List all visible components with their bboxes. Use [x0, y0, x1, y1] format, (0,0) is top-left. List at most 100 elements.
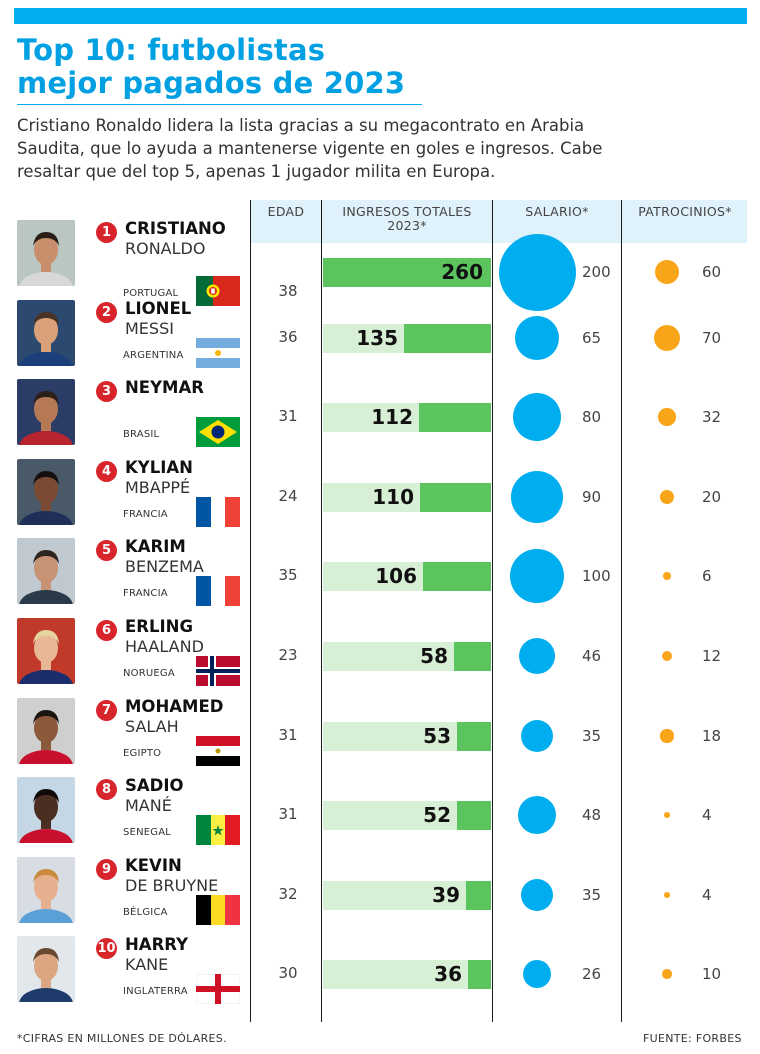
age-value: 24 [278, 487, 298, 505]
salary-circle [518, 637, 556, 675]
column-header-income-line2: 2023* [387, 218, 427, 233]
rank-badge: 6 [96, 620, 117, 641]
sponsors-value: 4 [702, 886, 712, 904]
country-flag [196, 656, 240, 686]
income-value: 52 [423, 803, 451, 827]
rank-badge: 3 [96, 381, 117, 402]
player-country: NORUEGA [123, 668, 175, 679]
table-row: 3 NEYMAR BRASIL 31 112 80 32 [0, 375, 760, 455]
rank-badge: 7 [96, 700, 117, 721]
age-value: 31 [278, 726, 298, 744]
table-row: 1 CRISTIANO RONALDO PORTUGAL 38 260 200 60 [0, 216, 760, 311]
age-value: 35 [278, 566, 298, 584]
intro-text: Cristiano Ronaldo lidera la lista gracia… [17, 116, 603, 181]
player-first-name: CRISTIANO [125, 219, 226, 238]
age-value: 31 [278, 407, 298, 425]
salary-circle [515, 316, 559, 360]
age-value: 31 [278, 805, 298, 823]
table-row: 6 ERLING HAALAND NORUEGA 23 58 46 12 [0, 614, 760, 694]
column-header-salary: SALARIO* [525, 204, 589, 219]
salary-circle [520, 719, 554, 753]
player-first-name: LIONEL [125, 299, 192, 318]
table-row: 2 LIONEL MESSI ARGENTINA 36 135 65 70 [0, 296, 760, 376]
player-last-name: MANÉ [125, 796, 172, 815]
rank-badge: 2 [96, 302, 117, 323]
salary-value: 100 [582, 567, 611, 585]
salary-circle [511, 471, 563, 523]
income-value: 58 [420, 644, 448, 668]
income-bar-track [323, 960, 491, 989]
sponsors-circle [663, 572, 671, 580]
player-first-name: KEVIN [125, 856, 182, 875]
rank-badge: 10 [96, 938, 117, 959]
sponsors-circle [663, 811, 671, 819]
income-value: 112 [371, 405, 413, 429]
column-divider [250, 200, 251, 1022]
player-country: FRANCIA [123, 588, 168, 599]
country-flag [196, 338, 240, 368]
sponsors-value: 10 [702, 965, 722, 983]
income-value: 39 [432, 883, 460, 907]
salary-circle [518, 796, 556, 834]
age-value: 23 [278, 646, 298, 664]
income-bar [423, 562, 491, 591]
player-photo [17, 538, 75, 604]
income-value: 260 [441, 260, 483, 284]
player-photo [17, 220, 75, 286]
country-flag [196, 974, 240, 1004]
title-underline [17, 104, 422, 105]
table-row: 8 SADIO MANÉ SENEGAL 31 52 48 4 [0, 773, 760, 853]
salary-circle [509, 548, 565, 604]
player-country: FRANCIA [123, 509, 168, 520]
income-bar [323, 258, 491, 287]
footnote: *CIFRAS EN MILLONES DE DÓLARES. [17, 1032, 227, 1045]
player-country: SENEGAL [123, 827, 172, 838]
income-value: 135 [356, 326, 398, 350]
age-value: 32 [278, 885, 298, 903]
income-value: 110 [372, 485, 414, 509]
salary-value: 35 [582, 727, 602, 745]
player-photo [17, 379, 75, 445]
salary-value: 65 [582, 329, 602, 347]
player-country: ARGENTINA [123, 350, 184, 361]
income-bar [404, 324, 491, 353]
salary-value: 26 [582, 965, 602, 983]
title-line-1: Top 10: futbolistas [17, 33, 326, 67]
column-divider [621, 200, 622, 1022]
column-header-band [251, 200, 747, 243]
age-value: 36 [278, 328, 298, 346]
column-header-sponsors: PATROCINIOS* [638, 204, 732, 219]
player-photo [17, 936, 75, 1002]
country-flag [196, 576, 240, 606]
sponsors-value: 18 [702, 727, 722, 745]
player-photo [17, 777, 75, 843]
sponsors-circle [660, 490, 674, 504]
player-last-name: SALAH [125, 717, 179, 736]
salary-circle [523, 960, 551, 988]
player-country: EGIPTO [123, 748, 162, 759]
country-flag [196, 417, 240, 447]
sponsors-circle [654, 325, 680, 351]
income-value: 53 [423, 724, 451, 748]
country-flag [196, 895, 240, 925]
salary-value: 200 [582, 263, 611, 281]
sponsors-value: 4 [702, 806, 712, 824]
player-last-name: DE BRUYNE [125, 876, 219, 895]
player-last-name: HAALAND [125, 637, 204, 656]
sponsors-value: 20 [702, 488, 722, 506]
table-row: 7 MOHAMED SALAH EGIPTO 31 53 35 18 [0, 694, 760, 774]
player-first-name: KYLIAN [125, 458, 193, 477]
salary-value: 48 [582, 806, 602, 824]
sponsors-value: 70 [702, 329, 722, 347]
table-row: 5 KARIM BENZEMA FRANCIA 35 106 100 6 [0, 534, 760, 614]
age-value: 38 [278, 282, 298, 300]
rank-badge: 4 [96, 461, 117, 482]
player-first-name: ERLING [125, 617, 193, 636]
age-value: 30 [278, 964, 298, 982]
income-bar [454, 642, 491, 671]
sponsors-circle [661, 650, 673, 662]
player-country: INGLATERRA [123, 986, 188, 997]
income-bar-track [323, 881, 491, 910]
income-bar [468, 960, 491, 989]
rank-badge: 9 [96, 859, 117, 880]
